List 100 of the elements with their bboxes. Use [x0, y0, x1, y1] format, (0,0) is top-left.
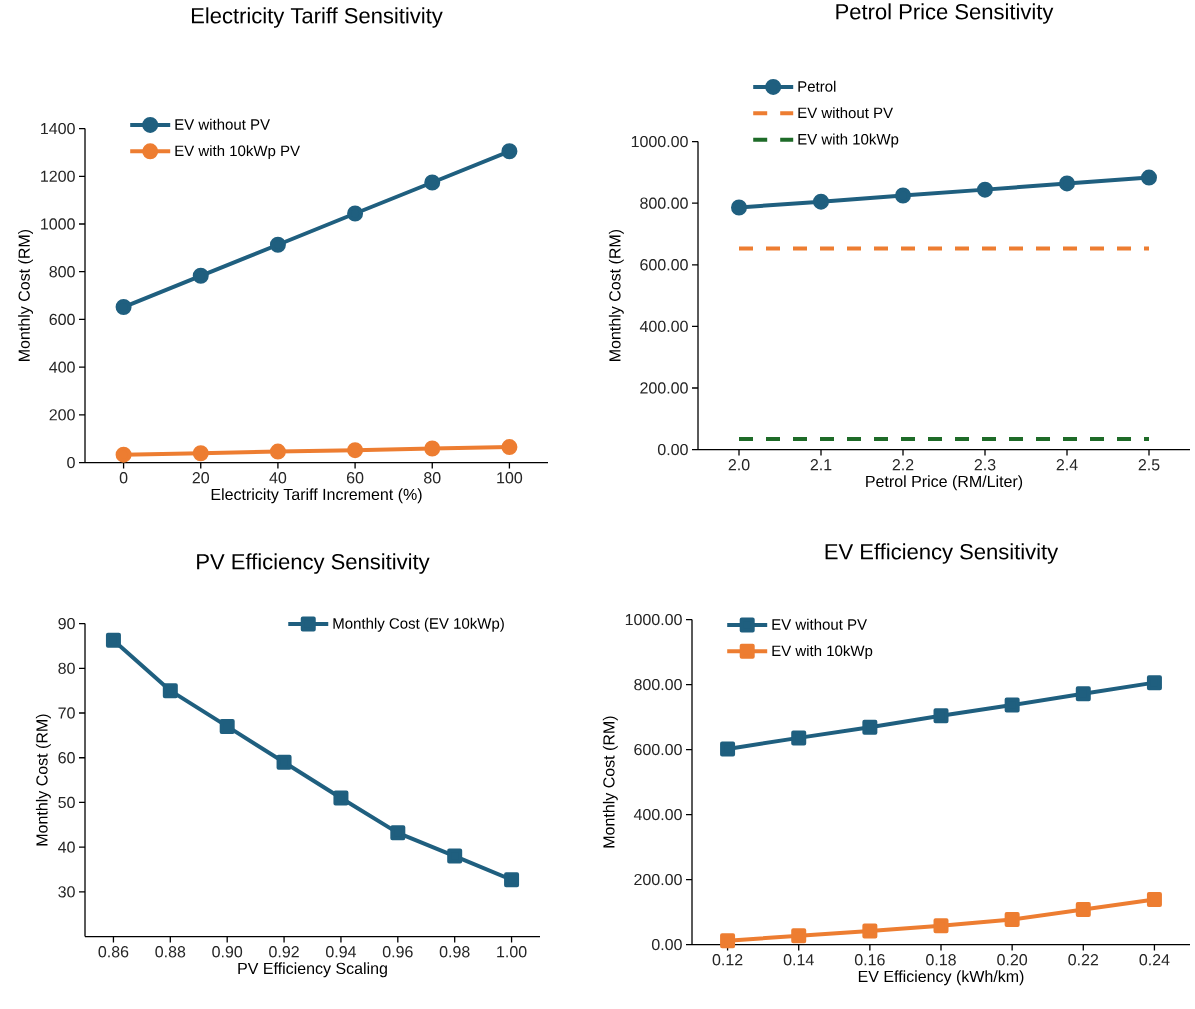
y-tick-label: 400	[49, 361, 75, 374]
point	[424, 174, 441, 191]
x-tick-label: 0.96	[382, 946, 413, 958]
y-tick-label: 1400	[41, 123, 75, 135]
legend-label: EV without PV	[175, 118, 270, 130]
y-tick-label: 30	[58, 886, 75, 898]
x-tick-label: 0	[119, 472, 128, 484]
y-tick-label: 200.00	[640, 382, 688, 394]
chart-title: EV Efficiency Sensitivity	[825, 543, 1059, 565]
y-tick-label: 1000.00	[631, 136, 688, 148]
x-tick-label: 2.1	[810, 459, 832, 471]
chart-title: Electricity Tariff Sensitivity	[191, 7, 443, 29]
x-tick-label: 20	[192, 472, 210, 484]
point	[424, 440, 441, 457]
point	[501, 439, 518, 456]
legend-label: EV without PV	[798, 107, 893, 119]
y-tick-label: 600.00	[640, 259, 688, 271]
x-tick-label: 2.4	[1056, 459, 1078, 471]
legend-label: Petrol	[798, 80, 836, 92]
x-tick-label: 0.86	[98, 946, 129, 958]
x-tick-label: 0.98	[439, 946, 470, 958]
point	[1141, 169, 1157, 186]
point	[501, 143, 518, 160]
y-tick-label: 800.00	[640, 197, 688, 210]
point	[1146, 892, 1162, 908]
x-tick-label: 40	[269, 472, 287, 484]
point	[862, 719, 878, 735]
y-tick-label: 600.00	[634, 744, 682, 756]
y-tick-label: 400.00	[633, 809, 682, 821]
x-tick-label: 0.16	[854, 954, 885, 966]
point	[192, 267, 209, 284]
point	[269, 443, 286, 460]
point	[731, 199, 748, 216]
y-tick-label: 800.00	[634, 679, 682, 691]
x-tick-label: 80	[424, 472, 441, 484]
x-tick-label: 0.12	[712, 954, 743, 966]
x-tick-label: 0.90	[212, 946, 243, 958]
x-tick-label: 2.0	[728, 459, 750, 471]
point	[791, 928, 807, 944]
point	[933, 708, 949, 724]
y-tick-label: 800	[49, 266, 75, 278]
point	[333, 790, 349, 806]
y-axis-title: Monthly Cost (RM)	[602, 716, 618, 848]
x-tick-label: 1.00	[497, 946, 527, 958]
point	[115, 446, 132, 463]
x-tick-label: 0.94	[326, 946, 357, 958]
point	[347, 442, 364, 459]
y-tick-label: 600	[49, 313, 75, 326]
point	[115, 299, 132, 316]
legend-label: EV with 10kWp	[772, 645, 873, 660]
point	[192, 445, 209, 462]
x-tick-label: 0.14	[783, 954, 814, 966]
point	[1059, 175, 1075, 192]
legend-label: EV with 10kWp PV	[175, 145, 300, 160]
point	[447, 848, 463, 864]
x-tick-label: 60	[347, 472, 364, 484]
x-tick-label: 2.2	[892, 459, 914, 471]
x-tick-label: 0.22	[1068, 954, 1099, 966]
x-axis-title: PV Efficiency Scaling	[238, 962, 387, 978]
y-tick-label: 90	[58, 618, 75, 630]
point	[720, 933, 736, 949]
x-tick-label: 0.18	[926, 954, 956, 966]
chart-title: PV Efficiency Sensitivity	[197, 553, 430, 575]
point	[791, 730, 807, 746]
point	[813, 193, 829, 210]
y-tick-label: 0.00	[657, 444, 688, 456]
x-tick-label: 0.20	[997, 954, 1028, 966]
y-tick-label: 200.00	[634, 874, 682, 886]
point	[276, 754, 292, 770]
point	[162, 683, 178, 699]
y-tick-label: 0.00	[651, 939, 682, 951]
x-axis-title: Electricity Tariff Increment (%)	[211, 488, 422, 504]
y-tick-label: 1200	[41, 170, 75, 183]
legend-label: Monthly Cost (EV 10kWp)	[333, 617, 504, 632]
point	[1004, 912, 1020, 928]
x-tick-label: 0.24	[1139, 954, 1170, 966]
point	[720, 741, 736, 757]
y-axis-title: Monthly Cost (RM)	[35, 714, 51, 846]
y-axis-title: Monthly Cost (RM)	[18, 230, 34, 362]
y-tick-label: 60	[58, 752, 75, 764]
point	[347, 205, 364, 222]
y-axis-title: Monthly Cost (RM)	[608, 230, 624, 362]
legend-label: EV without PV	[772, 618, 867, 630]
point	[504, 872, 520, 888]
point	[1004, 697, 1020, 713]
x-tick-label: 100	[497, 472, 523, 484]
y-tick-label: 1000.00	[625, 614, 682, 626]
x-tick-label: 2.5	[1138, 459, 1160, 471]
legend-label: EV with 10kWp	[798, 133, 899, 148]
point	[1075, 902, 1091, 918]
x-axis-title: Petrol Price (RM/Liter)	[866, 475, 1023, 491]
x-axis-title: EV Efficiency (kWh/km)	[858, 970, 1024, 986]
point	[1075, 686, 1091, 702]
chart-title: Petrol Price Sensitivity	[836, 3, 1054, 25]
x-tick-label: 2.3	[974, 459, 996, 471]
point	[895, 187, 911, 204]
point	[977, 181, 993, 198]
y-tick-label: 70	[58, 707, 75, 719]
point	[933, 918, 949, 934]
point	[219, 719, 235, 735]
